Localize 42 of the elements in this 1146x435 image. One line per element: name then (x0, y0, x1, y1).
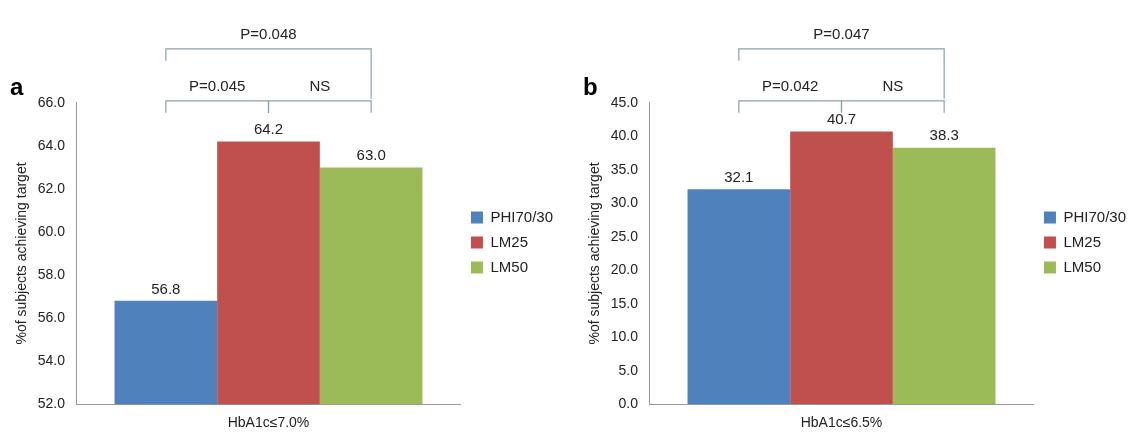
legend-label: PHI70/30 (1063, 207, 1127, 225)
x-tick-label: HbA1c≤6.5% (800, 414, 883, 431)
legend-label: LM25 (490, 232, 528, 250)
y-tick-label: 58.0 (37, 265, 66, 282)
data-label: 64.2 (253, 120, 284, 138)
y-tick-label: 60.0 (37, 222, 66, 239)
text: NS (309, 77, 331, 95)
legend-label: LM50 (490, 257, 528, 275)
y-tick-label: 64.0 (37, 136, 66, 153)
y-tick-label: 35.0 (610, 160, 639, 177)
y-tick-label: 66.0 (37, 93, 66, 110)
y-tick-label: 15.0 (610, 294, 639, 311)
y-tick-label: 62.0 (37, 179, 66, 196)
text: P=0.045 (189, 77, 246, 95)
y-tick-label: 5.0 (618, 361, 639, 378)
x-tick-label: HbA1c≤7.0% (227, 414, 310, 431)
data-label: 40.7 (826, 110, 857, 128)
text: P=0.047 (813, 25, 870, 43)
y-tick-label: 52.0 (37, 395, 66, 412)
data-label: 32.1 (724, 167, 754, 185)
chart-title: a (10, 73, 24, 101)
data-label: 56.8 (151, 279, 181, 297)
y-tick-label: 54.0 (37, 352, 66, 368)
y-tick-label: 56.0 (37, 308, 66, 325)
legend-label: LM25 (1063, 232, 1101, 250)
legend-label: LM50 (1063, 257, 1101, 275)
text: NS (882, 77, 904, 95)
y-tick-label: 40.0 (610, 127, 639, 144)
y-tick-label: 45.0 (610, 93, 639, 110)
chart-title: b (583, 73, 598, 101)
text: P=0.042 (762, 77, 819, 95)
text: P=0.048 (240, 25, 297, 43)
y-tick-label: 25.0 (610, 227, 639, 244)
data-label: 63.0 (356, 146, 386, 164)
y-axis-title: %of subjects achieving target (13, 162, 30, 345)
legend-label: PHI70/30 (490, 207, 554, 225)
data-label: 38.3 (929, 126, 959, 144)
y-axis-title: %of subjects achieving target (586, 162, 603, 345)
y-tick-label: 20.0 (610, 261, 639, 278)
y-tick-label: 30.0 (610, 194, 639, 211)
y-tick-label: 10.0 (610, 328, 639, 345)
y-tick-label: 0.0 (618, 395, 639, 412)
